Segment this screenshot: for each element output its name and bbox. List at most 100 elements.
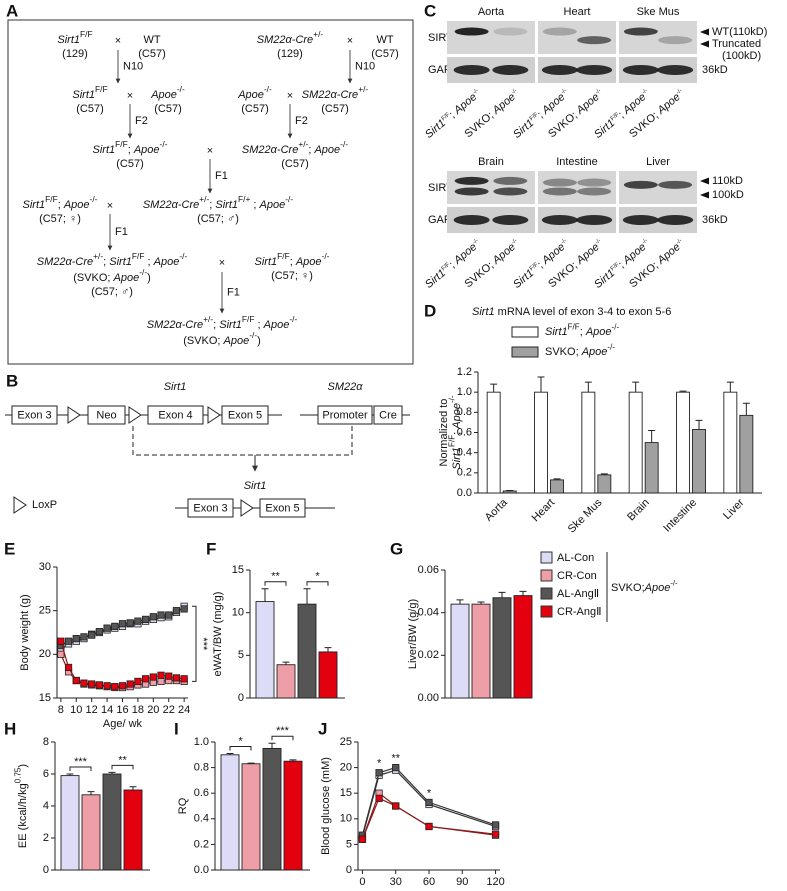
cross-node-label: SM22α-Cre+/-; Apoe-/- xyxy=(242,139,348,155)
panel-letter: G xyxy=(390,539,403,558)
y-tick-label: 15 xyxy=(39,692,51,704)
arrow-label: F1 xyxy=(215,170,228,182)
bar xyxy=(739,414,754,494)
blot-band xyxy=(622,65,659,75)
data-point xyxy=(491,830,500,838)
error-bar xyxy=(226,753,234,755)
data-point xyxy=(80,633,88,641)
tissue-label: Intestine xyxy=(556,156,598,168)
data-point xyxy=(392,764,400,772)
x-tick-label: 24 xyxy=(178,704,190,716)
text-segment: Apoe xyxy=(295,256,322,268)
text-segment: Apoe xyxy=(581,346,608,358)
arrow-label: F1 xyxy=(227,286,240,298)
blot-band xyxy=(493,27,528,36)
blot-band xyxy=(454,176,489,185)
exon-label: Exon 5 xyxy=(265,502,299,514)
error-bar xyxy=(519,590,527,596)
blot-band xyxy=(454,27,489,36)
bar xyxy=(676,391,690,494)
bar xyxy=(492,597,512,699)
x-tick-label: Intestine xyxy=(661,497,699,535)
arrow-label: F2 xyxy=(295,115,308,127)
y-tick-label: 20 xyxy=(39,648,51,660)
significance-label: * xyxy=(377,758,382,770)
significance-bracket xyxy=(306,581,329,586)
error-bar xyxy=(490,383,498,393)
text-segment: Sirt1 xyxy=(451,447,463,470)
exon-label: Exon 3 xyxy=(193,502,227,514)
size-marker: Truncated xyxy=(712,38,761,50)
x-tick-label: 10 xyxy=(70,704,82,716)
legend-swatch xyxy=(540,551,553,564)
blot-background xyxy=(447,21,535,54)
y-tick-label: 0.0 xyxy=(457,487,472,499)
x-tick-label: 20 xyxy=(147,704,159,716)
text-segment: Sirt1 xyxy=(93,144,116,156)
blot-band xyxy=(623,27,658,36)
bar xyxy=(597,474,612,494)
cross-node-note: (C57; ♂) xyxy=(197,213,239,225)
legend-label: SVKO; Apoe-/- xyxy=(545,343,615,358)
cross-node-label: (SVKO; Apoe-/-) xyxy=(73,267,151,283)
blot-band xyxy=(453,65,490,75)
y-tick-label: 15 xyxy=(340,787,352,799)
text-segment: Sirt1 xyxy=(109,256,132,268)
arrow-label: F1 xyxy=(115,226,128,238)
text-segment: Apoe xyxy=(451,403,463,430)
text-segment: +/- xyxy=(313,29,323,39)
significance-bracket xyxy=(229,746,252,751)
cross-node-label: SM22α-Cre+/-; Sirt1F/+ ; Apoe-/- xyxy=(143,194,294,210)
error-bar xyxy=(632,381,640,393)
legend-label: CR-Con xyxy=(557,570,597,582)
error-bar xyxy=(261,588,269,602)
data-point xyxy=(134,617,142,625)
text-segment: SVKO; xyxy=(545,346,582,358)
y-tick-label: 0.8 xyxy=(457,406,472,418)
panel-letter: A xyxy=(6,1,18,20)
significance-label: ** xyxy=(271,571,280,583)
gene-label: Sirt1 xyxy=(164,381,187,393)
error-bar xyxy=(537,376,545,393)
bar xyxy=(471,603,491,699)
bar xyxy=(723,391,738,494)
data-point xyxy=(111,622,119,630)
data-point xyxy=(134,677,142,686)
cross-node-label: Sirt1F/F; Apoe-/- xyxy=(255,251,330,267)
legend-label: LoxP xyxy=(32,499,57,511)
error-bar xyxy=(742,402,750,416)
significance-bracket xyxy=(69,766,92,771)
text-segment: Sirt1 xyxy=(23,199,46,211)
size-marker: 36kD xyxy=(702,64,728,76)
bar xyxy=(297,603,317,699)
x-tick-label: Ske Mus xyxy=(566,496,605,535)
error-bar xyxy=(477,601,485,605)
text-segment: SM22α-Cre xyxy=(302,89,358,101)
y-tick-label: 25 xyxy=(340,736,352,748)
text-segment: SVKO; xyxy=(611,582,645,594)
blot-band xyxy=(454,187,489,196)
text-segment: ) xyxy=(147,272,151,284)
blot-band xyxy=(576,215,613,225)
text-segment: Sirt1 xyxy=(215,199,238,211)
blot-background xyxy=(619,21,697,54)
x-tick-label: 120 xyxy=(486,876,504,888)
text-segment: (SVKO; xyxy=(73,272,113,284)
tissue-label: Aorta xyxy=(478,6,505,18)
error-bar xyxy=(498,591,506,598)
significance-label: *** xyxy=(197,637,209,651)
text-segment: Apoe xyxy=(644,582,671,594)
exon-label: Neo xyxy=(96,409,116,421)
text-segment: -/- xyxy=(675,238,683,246)
cross-node-note: (C57) xyxy=(241,103,269,115)
error-bar xyxy=(584,381,592,393)
panel-letter: J xyxy=(318,719,327,738)
blot-band xyxy=(623,180,658,189)
exon-label: Exon 5 xyxy=(228,409,262,421)
text-segment: Sirt1 xyxy=(72,89,95,101)
size-marker: 110kD xyxy=(712,175,743,187)
data-point xyxy=(103,682,111,690)
exon-box xyxy=(147,405,204,425)
cross-node-label: Sirt1F/F xyxy=(72,84,107,100)
bar xyxy=(486,391,501,494)
